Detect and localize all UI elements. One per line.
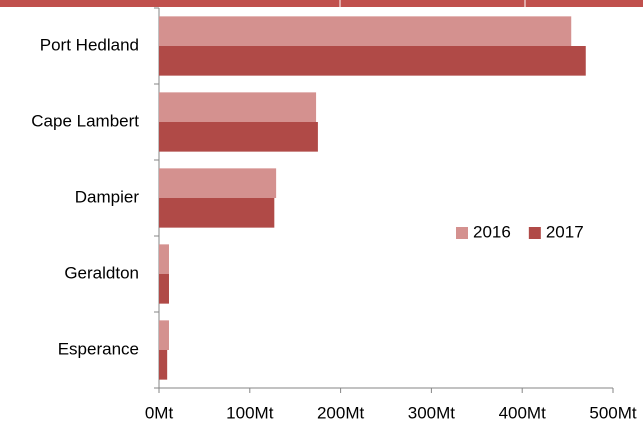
bar xyxy=(159,244,169,274)
bar xyxy=(159,198,275,228)
y-tick-label: Dampier xyxy=(75,187,140,206)
x-tick-label: 100Mt xyxy=(226,403,274,422)
x-tick-label: 200Mt xyxy=(317,403,365,422)
x-tick-label: 500Mt xyxy=(589,403,637,422)
legend-label: 2016 xyxy=(473,222,511,241)
bar xyxy=(159,46,586,76)
bar xyxy=(159,274,169,304)
y-tick-label: Esperance xyxy=(58,339,139,358)
header-band xyxy=(0,0,643,7)
bar xyxy=(159,350,168,380)
bar xyxy=(159,92,317,122)
bar xyxy=(159,168,277,198)
y-tick-label: Geraldton xyxy=(64,263,139,282)
legend-swatch xyxy=(528,227,541,239)
y-tick-label: Port Hedland xyxy=(40,35,139,54)
bar xyxy=(159,320,169,350)
y-tick-label: Cape Lambert xyxy=(31,111,139,130)
x-tick-label: 400Mt xyxy=(499,403,547,422)
bar xyxy=(159,16,572,46)
legend-label: 2017 xyxy=(546,222,584,241)
legend-swatch xyxy=(456,227,468,239)
x-tick-label: 0Mt xyxy=(145,403,174,422)
x-tick-label: 300Mt xyxy=(408,403,456,422)
bar xyxy=(159,122,318,152)
